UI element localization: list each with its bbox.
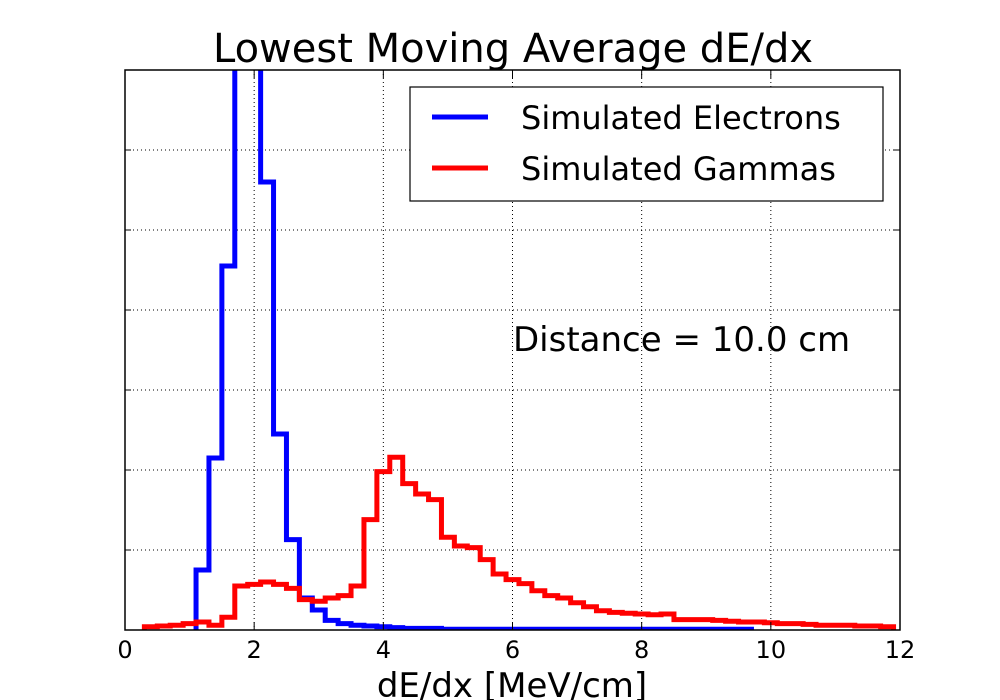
x-tick-label: 10 [756,636,787,664]
series-layer [141,70,897,630]
legend: Simulated Electrons Simulated Gammas [409,86,884,202]
x-tick-label: 6 [505,636,520,664]
histogram-series-gammas [141,454,897,630]
x-tick-label: 2 [247,636,262,664]
legend-box [409,86,884,202]
x-tick-label: 0 [117,636,132,664]
x-tick-label: 12 [885,636,916,664]
chart-title: Lowest Moving Average dE/dx [213,26,813,72]
x-tick-label: 8 [634,636,649,664]
grid-layer [125,70,900,630]
legend-label-gammas: Simulated Gammas [521,150,836,188]
x-axis-label: dE/dx [MeV/cm] [377,666,647,700]
x-tick-label: 4 [376,636,391,664]
tick-layer: 0 2 4 6 8 10 12 [117,69,916,664]
distance-annotation: Distance = 10.0 cm [513,320,850,360]
histogram-series-electrons [193,70,754,630]
legend-label-electrons: Simulated Electrons [521,99,841,137]
